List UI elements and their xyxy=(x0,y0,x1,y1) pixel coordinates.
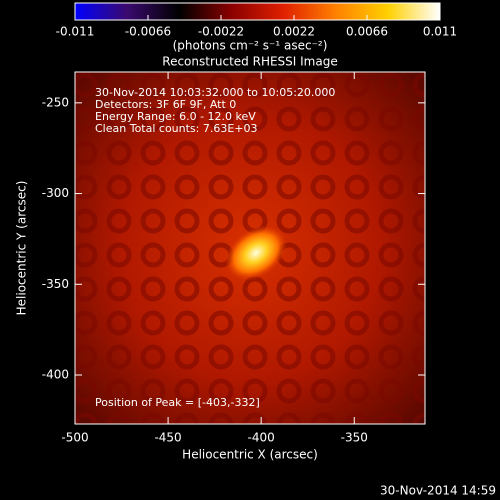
peak-label: Position of Peak = [-403,-332] xyxy=(95,396,260,409)
colorbar-tick-label: 0.0022 xyxy=(273,25,315,39)
y-axis-label: Heliocentric Y (arcsec) xyxy=(15,181,29,316)
colorbar-tick-label: 0.011 xyxy=(423,25,457,39)
chart-title: Reconstructed RHESSI Image xyxy=(162,55,337,69)
annotation: 30-Nov-2014 10:03:32.000 to 10:05:20.000 xyxy=(95,86,335,99)
plot-frame xyxy=(74,71,426,425)
x-tick-label: -450 xyxy=(154,431,181,445)
colorbar xyxy=(74,2,441,21)
timestamp: 30-Nov-2014 14:59 xyxy=(380,484,496,498)
x-tick-label: -500 xyxy=(61,431,88,445)
y-tick-label: -250 xyxy=(42,95,69,109)
image xyxy=(75,72,425,424)
colorbar-tick-label: -0.0066 xyxy=(125,25,171,39)
y-tick-label: -350 xyxy=(42,277,69,291)
annotation: Clean Total counts: 7.63E+03 xyxy=(95,122,258,135)
colorbar-tick-label: -0.011 xyxy=(56,25,95,39)
annotation: Detectors: 3F 6F 9F, Att 0 xyxy=(95,98,236,111)
annotation: Energy Range: 6.0 - 12.0 keV xyxy=(95,110,256,123)
colorbar-tick-label: -0.0022 xyxy=(198,25,244,39)
x-tick-label: -400 xyxy=(248,431,275,445)
x-axis-label: Heliocentric X (arcsec) xyxy=(182,448,318,462)
colorbar-tick-label: 0.0066 xyxy=(346,25,388,39)
x-tick-label: -350 xyxy=(341,431,368,445)
y-tick-label: -300 xyxy=(42,186,69,200)
y-tick-label: -400 xyxy=(42,368,69,382)
colorbar-label: (photons cm⁻² s⁻¹ asec⁻²) xyxy=(173,39,328,53)
